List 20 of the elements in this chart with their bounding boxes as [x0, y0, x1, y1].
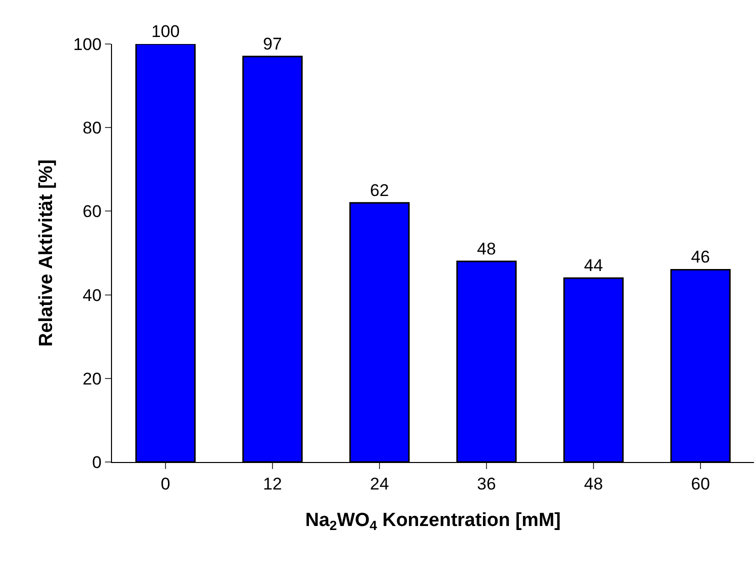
- data-label: 62: [370, 180, 389, 200]
- x-tick-label: 12: [263, 474, 282, 494]
- data-label: 48: [477, 239, 496, 258]
- data-label: 44: [584, 256, 603, 276]
- data-label: 97: [263, 34, 282, 54]
- data-label: 100: [151, 22, 180, 41]
- y-tick-label: 80: [82, 118, 102, 138]
- x-tick-label: 36: [477, 474, 496, 494]
- data-label: 46: [691, 248, 710, 267]
- x-tick-label: 60: [691, 474, 710, 494]
- y-tick-label: 0: [92, 452, 102, 472]
- y-tick-label: 60: [82, 202, 102, 222]
- y-tick-label: 100: [73, 34, 102, 54]
- x-tick-label: 0: [160, 474, 170, 494]
- y-tick-label: 20: [82, 369, 102, 388]
- x-axis-title: Na$_{2}$WO$_{4}$ Konzentration [mM]: [305, 510, 561, 534]
- y-axis-title: Relative Aktivität [%]: [36, 159, 58, 347]
- y-tick-label: 40: [82, 286, 102, 305]
- x-tick-label: 48: [584, 474, 603, 494]
- x-tick-label: 24: [370, 474, 389, 494]
